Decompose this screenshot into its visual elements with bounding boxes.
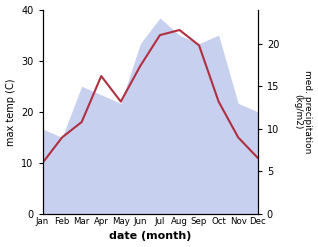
- Y-axis label: med. precipitation
(kg/m2): med. precipitation (kg/m2): [293, 70, 313, 154]
- Y-axis label: max temp (C): max temp (C): [5, 78, 16, 145]
- X-axis label: date (month): date (month): [109, 231, 191, 242]
